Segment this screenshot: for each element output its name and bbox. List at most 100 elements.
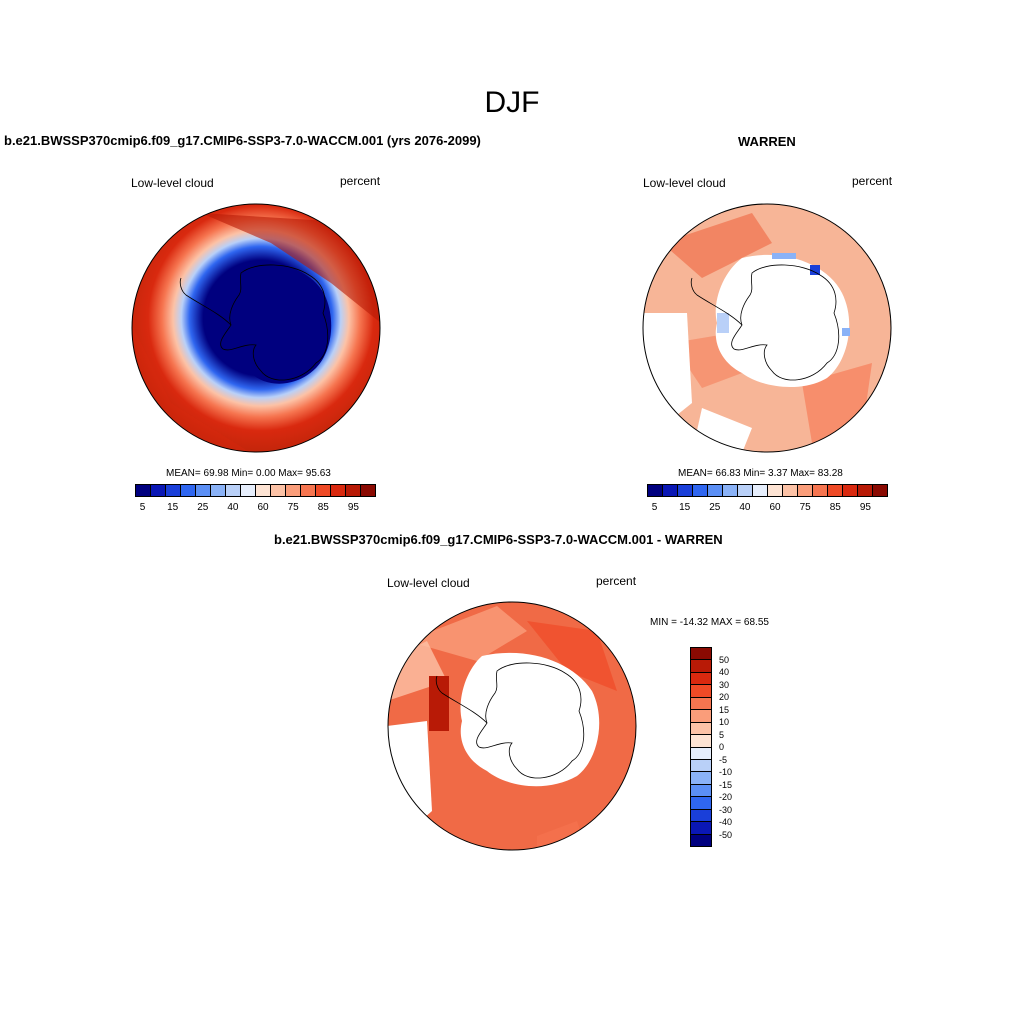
- colorbar-tick-label: 15: [719, 704, 730, 715]
- colorbar-swatch: [136, 485, 151, 496]
- colorbar-tick-label: 60: [769, 502, 781, 513]
- colorbar-swatch: [691, 697, 711, 711]
- colorbar-tick-label: -10: [719, 767, 733, 777]
- colorbar-swatch: [361, 485, 375, 496]
- colorbar-tick-label: -15: [719, 779, 733, 790]
- panel2-units-label: percent: [852, 174, 893, 188]
- colorbar-swatch: [691, 735, 711, 748]
- panel2-stats: MEAN= 66.83 Min= 3.37 Max= 83.28: [678, 468, 843, 479]
- panel1-title: b.e21.BWSSP370cmip6.f09_g17.CMIP6-SSP3-7…: [4, 133, 481, 148]
- colorbar-swatch: [723, 485, 738, 496]
- panel3-colorbar: [690, 647, 712, 847]
- colorbar-swatch: [691, 685, 711, 698]
- colorbar-tick-label: 60: [257, 502, 269, 513]
- colorbar-tick-label: 5: [651, 502, 658, 513]
- colorbar-swatch: [211, 485, 226, 496]
- colorbar-swatch: [691, 797, 711, 810]
- figure-title: DJF: [484, 86, 540, 119]
- colorbar-swatch: [708, 485, 723, 496]
- colorbar-swatch: [663, 485, 678, 496]
- colorbar-swatch: [691, 672, 711, 686]
- colorbar-tick-label: 25: [197, 502, 209, 513]
- colorbar-tick-label: 95: [347, 502, 359, 513]
- panel3-map: [387, 601, 637, 851]
- colorbar-tick-label: 20: [719, 692, 730, 702]
- colorbar-tick-label: 0: [719, 742, 725, 752]
- colorbar-swatch: [271, 485, 286, 496]
- panel3-units-label: percent: [596, 574, 637, 588]
- colorbar-swatch: [693, 485, 708, 496]
- colorbar-swatch: [331, 485, 346, 496]
- colorbar-tick-label: -30: [719, 804, 733, 815]
- colorbar-swatch: [691, 822, 711, 835]
- colorbar-swatch: [798, 485, 813, 496]
- colorbar-swatch: [691, 834, 711, 846]
- colorbar-tick-label: -40: [719, 817, 733, 827]
- colorbar-swatch: [648, 485, 663, 496]
- panel1-colorbar: [135, 484, 376, 497]
- panel2-colorbar-ticks: 5 15 25 40 60 75 85 95: [647, 502, 888, 514]
- colorbar-swatch: [226, 485, 241, 496]
- colorbar-swatch: [738, 485, 753, 496]
- colorbar-swatch: [678, 485, 693, 496]
- colorbar-tick-label: 30: [719, 679, 730, 690]
- panel3-stats: MIN = -14.32 MAX = 68.55: [650, 617, 769, 628]
- colorbar-swatch: [691, 759, 711, 773]
- panel2-map: [642, 203, 892, 453]
- colorbar-tick-label: 50: [719, 654, 730, 665]
- colorbar-swatch: [691, 747, 711, 760]
- colorbar-swatch: [691, 722, 711, 736]
- colorbar-swatch: [166, 485, 181, 496]
- panel1-map: [131, 203, 381, 453]
- colorbar-swatch: [691, 648, 711, 661]
- colorbar-tick-label: 10: [719, 717, 730, 727]
- colorbar-swatch: [301, 485, 316, 496]
- colorbar-swatch: [828, 485, 843, 496]
- colorbar-swatch: [181, 485, 196, 496]
- panel1-stats: MEAN= 69.98 Min= 0.00 Max= 95.63: [166, 468, 331, 479]
- colorbar-swatch: [753, 485, 768, 496]
- colorbar-swatch: [691, 784, 711, 798]
- colorbar-tick-label: 85: [829, 502, 841, 513]
- panel2-title: WARREN: [738, 134, 796, 149]
- colorbar-swatch: [783, 485, 798, 496]
- colorbar-tick-label: 25: [709, 502, 721, 513]
- panel1-colorbar-ticks: 5 15 25 40 60 75 85 95: [135, 502, 376, 514]
- colorbar-tick-label: -5: [719, 754, 728, 765]
- panel2-colorbar: [647, 484, 888, 497]
- colorbar-tick-label: 40: [719, 667, 730, 677]
- colorbar-swatch: [768, 485, 783, 496]
- colorbar-swatch: [346, 485, 361, 496]
- colorbar-swatch: [691, 772, 711, 785]
- colorbar-tick-label: -50: [719, 829, 733, 840]
- colorbar-swatch: [316, 485, 331, 496]
- panel3-title: b.e21.BWSSP370cmip6.f09_g17.CMIP6-SSP3-7…: [274, 532, 723, 547]
- colorbar-tick-label: 15: [679, 502, 691, 513]
- panel1-variable-label: Low-level cloud: [131, 176, 214, 190]
- colorbar-tick-label: 95: [859, 502, 871, 513]
- colorbar-swatch: [873, 485, 887, 496]
- colorbar-swatch: [151, 485, 166, 496]
- colorbar-tick-label: 85: [317, 502, 329, 513]
- colorbar-swatch: [813, 485, 828, 496]
- colorbar-swatch: [691, 710, 711, 723]
- colorbar-tick-label: 15: [167, 502, 179, 513]
- colorbar-swatch: [691, 660, 711, 673]
- colorbar-tick-label: 75: [799, 502, 811, 513]
- colorbar-swatch: [286, 485, 301, 496]
- colorbar-swatch: [843, 485, 858, 496]
- colorbar-swatch: [691, 809, 711, 823]
- panel1-units-label: percent: [340, 174, 381, 188]
- colorbar-tick-label: 5: [139, 502, 146, 513]
- colorbar-swatch: [196, 485, 211, 496]
- colorbar-tick-label: 5: [719, 729, 725, 740]
- colorbar-swatch: [256, 485, 271, 496]
- panel3-variable-label: Low-level cloud: [387, 576, 470, 590]
- colorbar-tick-label: 40: [739, 502, 751, 513]
- panel2-variable-label: Low-level cloud: [643, 176, 726, 190]
- colorbar-swatch: [858, 485, 873, 496]
- colorbar-tick-label: 75: [287, 502, 299, 513]
- colorbar-tick-label: -20: [719, 792, 733, 802]
- colorbar-tick-label: 40: [227, 502, 239, 513]
- colorbar-swatch: [241, 485, 256, 496]
